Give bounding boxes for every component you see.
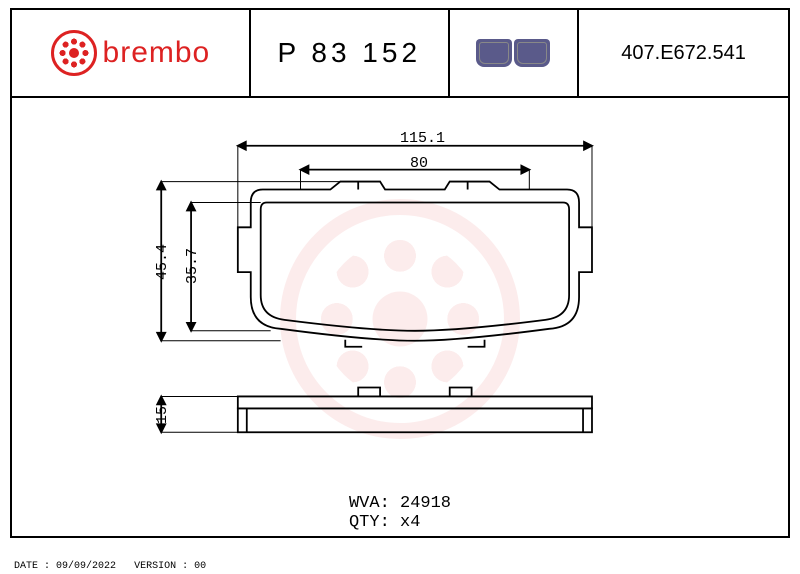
footer-meta: DATE : 09/09/2022 VERSION : 00	[14, 561, 206, 572]
version-label: VERSION :	[134, 561, 188, 572]
product-code-cell: 407.E672.541	[579, 10, 788, 96]
brembo-logo: brembo	[51, 30, 211, 76]
dim-thickness: 15	[154, 406, 171, 424]
qty-row: QTY: x4	[349, 513, 451, 532]
technical-drawing	[12, 98, 788, 538]
spec-sheet: brembo P 83 152 407.E672.541	[10, 8, 790, 538]
brembo-disc-icon	[51, 30, 97, 76]
brand-name: brembo	[103, 36, 211, 70]
thumbnail-cell	[450, 10, 579, 96]
dim-height-inner: 35.7	[184, 248, 201, 284]
drawing-area: 115.1 80 45.4 35.7 15 WVA: 24918 QTY: x4	[12, 98, 788, 540]
dim-width-overall: 115.1	[400, 130, 445, 147]
info-block: WVA: 24918 QTY: x4	[349, 494, 451, 532]
dim-width-inner: 80	[410, 155, 428, 172]
header-row: brembo P 83 152 407.E672.541	[12, 10, 788, 98]
date-label: DATE :	[14, 561, 50, 572]
brake-pad-thumbnail-icon	[476, 39, 550, 67]
date-value: 09/09/2022	[56, 561, 116, 572]
part-number: P 83 152	[277, 37, 421, 69]
wva-row: WVA: 24918	[349, 494, 451, 513]
version-value: 00	[194, 561, 206, 572]
part-number-cell: P 83 152	[251, 10, 450, 96]
brand-cell: brembo	[12, 10, 251, 96]
product-code: 407.E672.541	[621, 42, 746, 65]
dim-height-overall: 45.4	[154, 244, 171, 280]
